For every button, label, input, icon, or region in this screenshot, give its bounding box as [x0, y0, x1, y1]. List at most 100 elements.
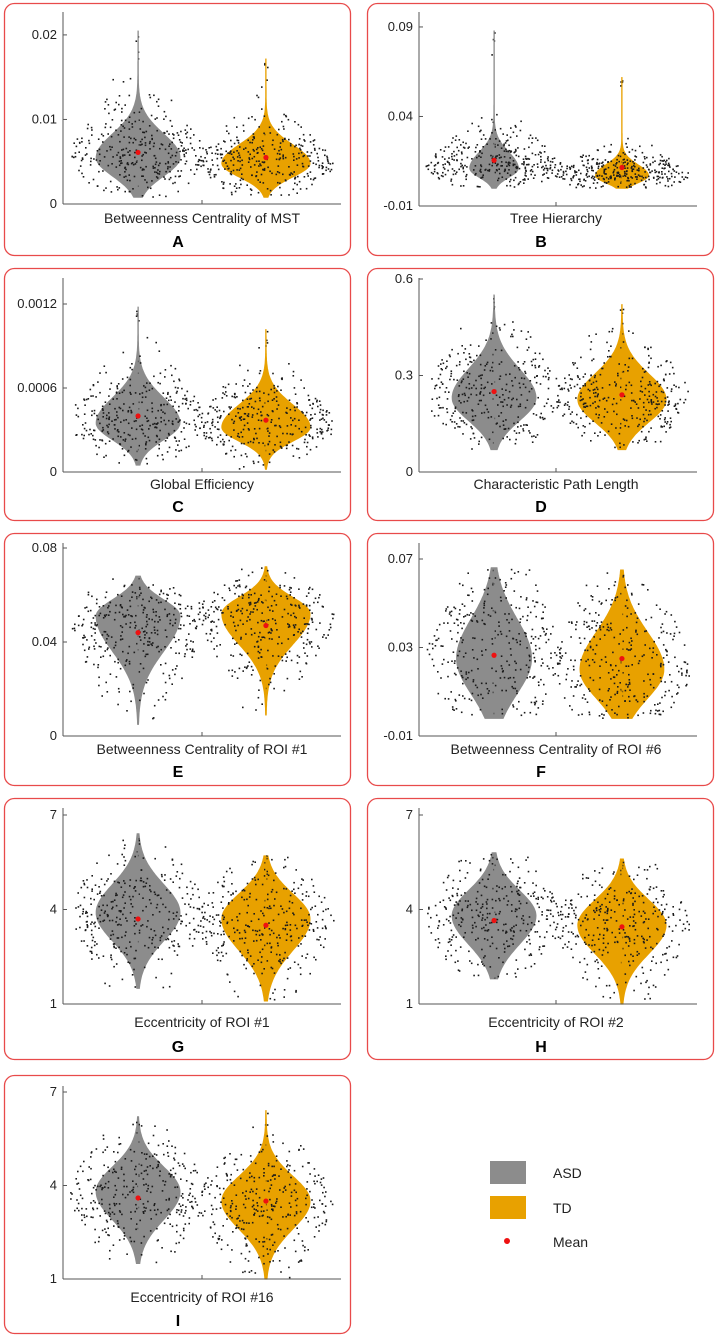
sample-dot-f-asd [503, 676, 506, 679]
sample-dot-a-td [223, 140, 225, 142]
sample-dot-f-asd [545, 641, 547, 644]
sample-dot-c-asd [131, 427, 133, 429]
sample-dot-e-td [306, 638, 309, 641]
sample-dot-d-asd [481, 374, 483, 376]
sample-dot-c-td [242, 399, 244, 402]
sample-dot-g-asd [91, 939, 94, 942]
sample-dot-d-td [623, 419, 626, 421]
sample-dot-a-asd [151, 137, 153, 140]
sample-dot-c-td [304, 426, 307, 429]
sample-dot-g-td [279, 954, 281, 956]
sample-dot-f-td [606, 628, 608, 631]
sample-dot-g-td [241, 954, 243, 957]
sample-dot-b-td [597, 149, 599, 152]
sample-dot-d-asd [433, 415, 436, 417]
sample-dot-a-asd [126, 179, 129, 182]
sample-dot-b-asd [448, 163, 451, 166]
sample-dot-a-td [251, 141, 253, 144]
sample-dot-d-td [569, 384, 571, 387]
sample-dot-h-asd [483, 938, 486, 940]
sample-dot-a-td [237, 152, 240, 154]
sample-dot-a-asd [159, 162, 161, 165]
sample-dot-d-asd [542, 418, 545, 421]
sample-dot-g-asd [118, 910, 121, 912]
sample-dot-c-td [211, 424, 214, 427]
sample-dot-d-asd [465, 423, 468, 426]
sample-dot-d-asd [442, 362, 445, 365]
sample-dot-b-asd [509, 180, 511, 183]
sample-dot-g-asd [180, 915, 182, 917]
sample-dot-g-asd [161, 958, 163, 961]
sample-dot-b-asd [503, 170, 506, 173]
sample-dot-e-td [268, 631, 271, 633]
sample-dot-e-asd [190, 607, 193, 610]
sample-dot-g-asd [106, 880, 108, 882]
sample-dot-d-td [639, 418, 641, 421]
sample-dot-e-asd [173, 613, 175, 616]
sample-dot-b-asd [518, 182, 520, 185]
sample-dot-a-asd [98, 163, 100, 166]
sample-dot-f-td [628, 673, 630, 676]
sample-dot-c-td [237, 412, 240, 414]
sample-dot-d-td [659, 383, 662, 386]
sample-dot-b-asd [488, 170, 491, 172]
sample-dot-f-asd [428, 653, 431, 656]
sample-dot-a-asd [111, 163, 113, 165]
sample-dot-c-asd [163, 419, 165, 422]
sample-dot-g-td [219, 920, 221, 923]
sample-dot-e-td [230, 611, 233, 614]
sample-dot-d-td [594, 374, 596, 377]
sample-dot-d-asd [484, 386, 486, 389]
sample-dot-c-td [216, 406, 218, 408]
sample-dot-b-td [634, 159, 636, 161]
sample-dot-d-asd [505, 419, 507, 421]
sample-dot-e-td [269, 681, 272, 684]
sample-dot-c-asd [168, 434, 170, 436]
sample-dot-c-td [244, 391, 247, 394]
sample-dot-b-td [645, 180, 647, 183]
sample-dot-a-asd [148, 142, 151, 145]
sample-dot-a-asd [103, 156, 106, 158]
sample-dot-a-td [205, 151, 208, 153]
sample-dot-g-asd [172, 918, 175, 920]
sample-dot-c-asd [177, 387, 179, 389]
sample-dot-c-td [252, 441, 255, 444]
sample-dot-a-asd [145, 165, 147, 168]
sample-dot-h-asd [560, 910, 562, 913]
sample-dot-g-asd [104, 982, 106, 985]
sample-dot-e-asd [142, 611, 144, 614]
sample-dot-e-asd [129, 622, 132, 624]
sample-dot-b-asd [453, 155, 456, 157]
sample-dot-g-td [242, 888, 245, 891]
sample-dot-g-asd [96, 953, 98, 956]
sample-dot-f-asd [494, 684, 497, 687]
sample-dot-e-td [272, 655, 274, 657]
sample-dot-b-asd [480, 171, 482, 173]
sample-dot-h-asd [516, 885, 518, 888]
sample-dot-a-td [252, 148, 255, 151]
sample-dot-d-asd [444, 391, 447, 393]
sample-dot-g-asd [138, 843, 141, 845]
sample-dot-b-asd [475, 146, 477, 149]
sample-dot-f-asd [462, 639, 464, 641]
sample-dot-b-asd [503, 150, 506, 152]
sample-dot-f-asd [453, 622, 456, 624]
sample-dot-f-asd [474, 615, 476, 617]
sample-dot-d-asd [463, 392, 466, 395]
sample-dot-e-td [276, 629, 278, 631]
sample-dot-f-asd [486, 688, 489, 690]
sample-dot-b-td [665, 161, 667, 163]
sample-dot-c-asd [133, 420, 136, 423]
sample-dot-c-asd [139, 362, 142, 364]
sample-dot-c-td [253, 437, 255, 440]
sample-dot-a-td [298, 180, 301, 183]
sample-dot-g-asd [135, 879, 137, 882]
sample-dot-g-asd [110, 901, 113, 903]
sample-dot-a-asd [134, 139, 137, 141]
sample-dot-h-asd [442, 881, 445, 884]
sample-dot-b-td [607, 166, 610, 169]
sample-dot-d-asd [535, 436, 537, 438]
sample-dot-f-asd [554, 652, 556, 654]
sample-dot-c-td [286, 432, 288, 435]
sample-dot-f-td [584, 649, 586, 652]
